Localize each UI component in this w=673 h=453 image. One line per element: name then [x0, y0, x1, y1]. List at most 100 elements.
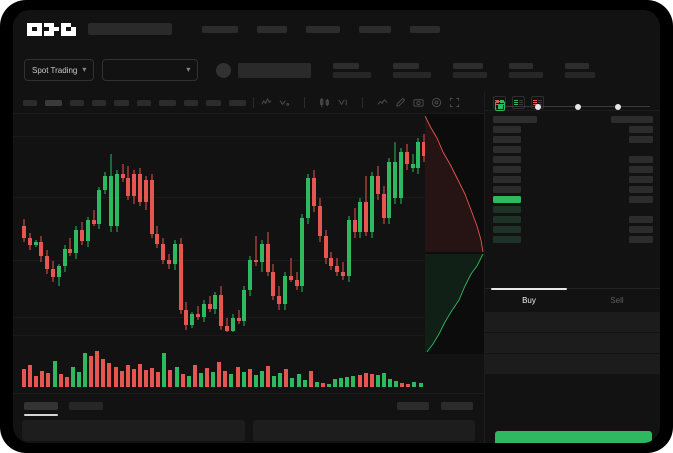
tab-order-history[interactable]: [69, 402, 103, 410]
fullscreen-icon[interactable]: [449, 97, 460, 108]
candle-body: [219, 295, 224, 326]
slider-stop-50[interactable]: [575, 103, 581, 110]
compare-icon[interactable]: [279, 97, 290, 108]
candle: [230, 114, 235, 332]
timeframe-button-6[interactable]: [137, 99, 151, 106]
bottom-action-2[interactable]: [441, 402, 473, 410]
timeframe-button-4[interactable]: [92, 99, 106, 106]
price-input[interactable]: [485, 312, 660, 333]
candle: [283, 114, 287, 332]
order-panel-left[interactable]: [22, 420, 245, 441]
submit-buy-button[interactable]: [495, 431, 652, 443]
candle: [85, 114, 90, 332]
logo-letter-k: [44, 22, 59, 36]
candle-wick: [69, 238, 71, 256]
candle-wick: [197, 306, 199, 320]
candle-body: [317, 206, 322, 236]
slider-handle[interactable]: [495, 101, 505, 111]
orderbook-row[interactable]: [485, 184, 660, 194]
tab-buy[interactable]: Buy: [485, 288, 573, 312]
orderbook-row[interactable]: [485, 164, 660, 174]
amount-input[interactable]: [485, 333, 660, 354]
candle-body: [399, 152, 403, 198]
stat-index-price-value: [565, 71, 596, 78]
okx-logo[interactable]: [27, 22, 76, 36]
orderbook-row[interactable]: [485, 144, 660, 154]
orderbook-row[interactable]: [485, 174, 660, 184]
timeframe-button-1[interactable]: [23, 99, 37, 106]
nav-item-2[interactable]: [257, 25, 287, 33]
candle-body: [143, 180, 148, 202]
candle-body: [97, 190, 102, 224]
stat-24h-high-label: [393, 62, 420, 69]
slider-stop-25[interactable]: [535, 103, 541, 110]
line-chart-icon[interactable]: [377, 97, 388, 108]
orderbook-row[interactable]: [485, 134, 660, 144]
stat-24h-high: [393, 62, 432, 78]
search-input[interactable]: [88, 23, 172, 35]
timeframe-button-5[interactable]: [114, 99, 129, 106]
candle: [410, 114, 415, 332]
tab-sell[interactable]: Sell: [573, 289, 660, 312]
timeframe-button-9[interactable]: [206, 99, 221, 106]
volume-bar: [211, 372, 216, 387]
volume-bar: [412, 382, 417, 387]
candle-body: [172, 244, 177, 264]
bottom-action-1[interactable]: [397, 402, 429, 410]
volume-bar: [83, 353, 87, 387]
candle-wick: [290, 258, 292, 282]
nav-item-4[interactable]: [359, 25, 391, 33]
timeframe-button-10[interactable]: [229, 99, 246, 106]
timeframe-button-3[interactable]: [70, 99, 84, 106]
candle-wick: [255, 236, 257, 266]
chart-type-icon[interactable]: [337, 97, 348, 108]
slider-stop-75[interactable]: [615, 103, 621, 110]
indicators-icon[interactable]: [261, 97, 272, 108]
trading-mode-select[interactable]: Spot Trading ▾: [24, 59, 95, 81]
orderbook-row[interactable]: [485, 124, 660, 134]
orderbook-rows[interactable]: [485, 114, 660, 244]
nav-item-1[interactable]: [202, 25, 238, 33]
timeframe-button-7[interactable]: [159, 99, 176, 106]
tab-open-orders[interactable]: [24, 402, 58, 416]
order-panel-right[interactable]: [252, 420, 475, 441]
candle: [381, 114, 386, 332]
nav-item-3[interactable]: [306, 25, 340, 33]
candlestick-chart[interactable]: [13, 114, 484, 332]
timeframe-button-8[interactable]: [184, 99, 198, 106]
orderbook-row[interactable]: [485, 234, 660, 244]
settings-icon[interactable]: [431, 97, 442, 108]
candle: [161, 114, 166, 332]
orderbook-row[interactable]: [485, 204, 660, 214]
candle: [56, 114, 61, 332]
orderbook-row[interactable]: [485, 214, 660, 224]
camera-icon[interactable]: [413, 97, 424, 108]
ob-mode-bids[interactable]: [512, 96, 525, 109]
amount-percent-slider[interactable]: [495, 101, 650, 112]
orderbook-row[interactable]: [485, 194, 660, 204]
orderbook-row-bid: [493, 205, 521, 213]
buy-sell-tabs: Buy Sell: [485, 288, 660, 312]
candle-body: [178, 244, 183, 310]
candle-body: [126, 178, 131, 196]
chart-column: [13, 92, 484, 443]
timeframe-button-2[interactable]: [45, 99, 62, 106]
volume-bar: [113, 367, 118, 387]
candle-body: [91, 220, 96, 224]
volume-bar: [302, 380, 307, 387]
orderbook-row[interactable]: [485, 224, 660, 234]
candle: [196, 114, 200, 332]
candle-body: [45, 256, 50, 269]
candle: [213, 114, 218, 332]
candlestick-type-icon[interactable]: [319, 97, 330, 108]
candle-body: [230, 318, 235, 331]
candle-body: [387, 162, 392, 218]
drawing-tools-icon[interactable]: [395, 97, 406, 108]
nav-item-5[interactable]: [410, 25, 440, 33]
volume-bar: [174, 367, 179, 387]
orderbook-row[interactable]: [485, 154, 660, 164]
total-input[interactable]: [485, 354, 660, 375]
volume-bar: [144, 370, 148, 387]
volume-bar: [119, 371, 124, 387]
symbol-select[interactable]: ▾: [102, 59, 199, 81]
